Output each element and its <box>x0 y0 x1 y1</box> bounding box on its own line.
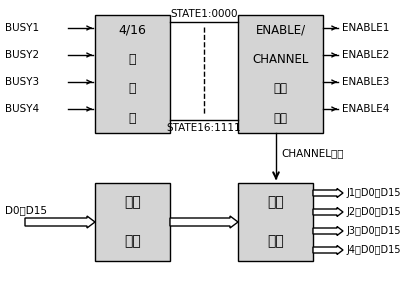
Text: 器: 器 <box>129 112 136 125</box>
Polygon shape <box>313 245 343 254</box>
Polygon shape <box>313 188 343 198</box>
Text: ENABLE3: ENABLE3 <box>342 77 389 87</box>
Text: ENABLE/: ENABLE/ <box>256 23 305 36</box>
Text: BUSY4: BUSY4 <box>5 104 39 114</box>
Text: ENABLE2: ENABLE2 <box>342 50 389 60</box>
Polygon shape <box>313 226 343 235</box>
Text: J1：D0～D15: J1：D0～D15 <box>346 188 401 198</box>
Text: ENABLE4: ENABLE4 <box>342 104 389 114</box>
Polygon shape <box>313 207 343 216</box>
Polygon shape <box>170 216 238 228</box>
Text: J3：D0～D15: J3：D0～D15 <box>346 226 401 236</box>
Text: D0～D15: D0～D15 <box>5 205 47 215</box>
Text: 数据: 数据 <box>124 196 141 209</box>
Text: 输出: 输出 <box>274 82 287 95</box>
Text: 数据: 数据 <box>267 196 284 209</box>
Text: BUSY2: BUSY2 <box>5 50 39 60</box>
Text: STATE16:1111: STATE16:1111 <box>167 123 241 133</box>
Text: 编: 编 <box>129 53 136 66</box>
Text: BUSY1: BUSY1 <box>5 23 39 33</box>
Text: CHANNEL: CHANNEL <box>252 53 309 66</box>
Text: 控制: 控制 <box>274 112 287 125</box>
Text: STATE1:0000: STATE1:0000 <box>170 9 238 19</box>
Text: CHANNEL控制: CHANNEL控制 <box>281 148 343 158</box>
Polygon shape <box>25 216 95 228</box>
Text: 锁存: 锁存 <box>124 235 141 248</box>
Text: ENABLE1: ENABLE1 <box>342 23 389 33</box>
Bar <box>95 183 170 261</box>
Text: 输出: 输出 <box>267 235 284 248</box>
Text: BUSY3: BUSY3 <box>5 77 39 87</box>
Text: J4：D0～D15: J4：D0～D15 <box>346 245 401 255</box>
Text: 码: 码 <box>129 82 136 95</box>
Text: 4/16: 4/16 <box>118 23 146 36</box>
Bar <box>238 183 313 261</box>
Bar <box>238 15 323 133</box>
Text: J2：D0～D15: J2：D0～D15 <box>346 207 401 217</box>
Bar <box>95 15 170 133</box>
